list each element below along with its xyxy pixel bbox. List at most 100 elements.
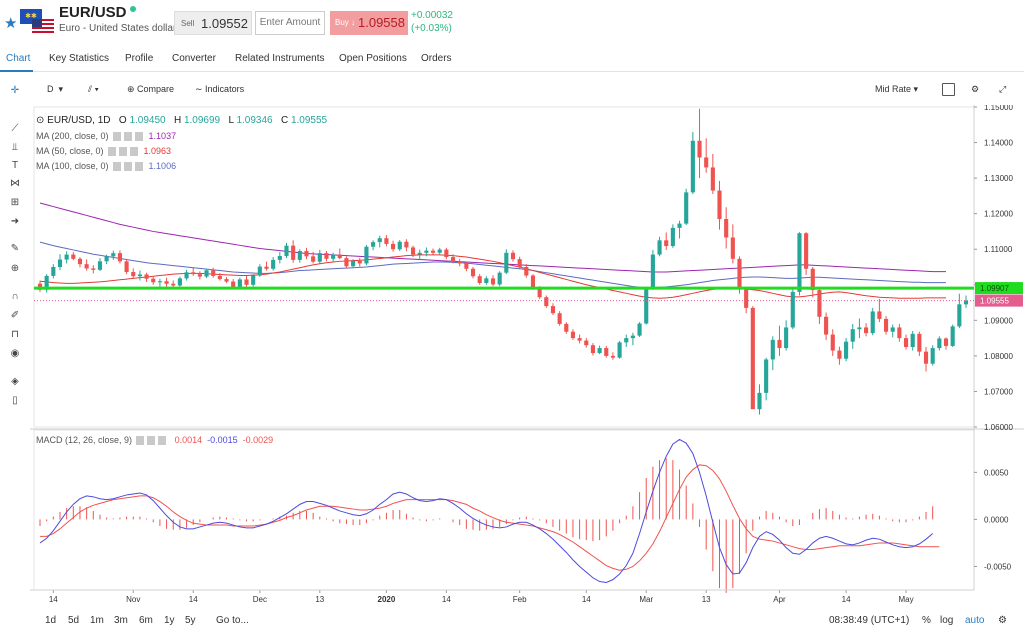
macd-signal-line bbox=[40, 464, 940, 571]
range-5d[interactable]: 5d bbox=[68, 615, 80, 626]
back-arrow-icon[interactable]: ➜ bbox=[10, 216, 20, 227]
ma100-controls[interactable] bbox=[112, 162, 145, 172]
percent-toggle[interactable]: % bbox=[922, 615, 931, 626]
sell-price: 1.09552 bbox=[201, 16, 248, 31]
fullscreen-box-icon[interactable] bbox=[942, 83, 955, 96]
go-to-button[interactable]: Go to... bbox=[216, 615, 249, 626]
eye-icon[interactable]: ◉ bbox=[10, 348, 20, 359]
candle-body bbox=[750, 307, 755, 410]
candle-body bbox=[883, 318, 889, 332]
candle-body bbox=[510, 252, 516, 260]
candle-body bbox=[337, 254, 342, 259]
lock-icon[interactable]: ⊓ bbox=[11, 329, 19, 340]
candle-body bbox=[644, 287, 649, 324]
candle-body bbox=[64, 254, 69, 260]
chart-type-select[interactable]: ⫽ ▾ bbox=[88, 84, 99, 94]
ma200-controls[interactable] bbox=[112, 132, 145, 142]
expand-icon[interactable]: ⤢ bbox=[999, 84, 1007, 94]
candle-body bbox=[477, 276, 482, 283]
time-tick-label: 14 bbox=[189, 595, 198, 604]
compare-button[interactable]: ⊕ Compare bbox=[127, 84, 174, 95]
amount-input[interactable]: Enter Amount bbox=[255, 11, 325, 35]
time-tick-label: Dec bbox=[253, 595, 267, 604]
range-5y[interactable]: 5y bbox=[185, 615, 196, 626]
tab-orders[interactable]: Orders bbox=[421, 53, 452, 64]
instrument-header: ★ ✱✱ EUR/USD Euro - United States dollar… bbox=[0, 0, 1024, 46]
candle-body bbox=[617, 342, 622, 358]
price-mode-select[interactable]: Mid Rate ▾ bbox=[875, 84, 919, 94]
candle-body bbox=[231, 281, 236, 287]
macd-line bbox=[39, 438, 934, 583]
candle-body bbox=[624, 338, 629, 343]
time-tick-label: 14 bbox=[582, 595, 591, 604]
text-tool-icon[interactable]: T bbox=[11, 160, 19, 171]
tab-open-positions[interactable]: Open Positions bbox=[339, 53, 407, 64]
candle-body bbox=[131, 271, 136, 277]
tab-related-instruments[interactable]: Related Instruments bbox=[235, 53, 325, 64]
candle-body bbox=[51, 267, 56, 276]
currency-flags: ✱✱ bbox=[20, 9, 56, 35]
candle-body bbox=[570, 331, 576, 339]
candle-body bbox=[111, 253, 116, 257]
candle-body bbox=[810, 268, 815, 291]
buy-button[interactable]: Buy ↓ 1.09558 bbox=[330, 11, 408, 35]
candle-body bbox=[217, 275, 222, 280]
star-icon[interactable]: ★ bbox=[4, 15, 18, 32]
sell-button[interactable]: Sell 1.09552 bbox=[174, 11, 252, 35]
settings-gear-icon[interactable]: ⚙ bbox=[971, 84, 980, 94]
tab-converter[interactable]: Converter bbox=[172, 53, 216, 64]
candle-body bbox=[311, 256, 316, 262]
candle-body bbox=[784, 327, 789, 349]
pattern-icon[interactable]: ⋈ bbox=[10, 178, 20, 189]
tab-profile[interactable]: Profile bbox=[125, 53, 154, 64]
range-3m[interactable]: 3m bbox=[114, 615, 128, 626]
range-1d[interactable]: 1d bbox=[45, 615, 57, 626]
ruler-icon[interactable]: ✎ bbox=[10, 243, 20, 254]
log-toggle[interactable]: log bbox=[940, 615, 954, 626]
auto-toggle[interactable]: auto bbox=[965, 615, 985, 626]
time-tick-label: May bbox=[898, 595, 913, 604]
candle-body bbox=[97, 261, 103, 270]
trash-icon[interactable]: ▯ bbox=[12, 395, 18, 406]
macd-controls[interactable] bbox=[136, 436, 169, 446]
candle-body bbox=[457, 261, 462, 264]
layers-icon[interactable]: ◈ bbox=[11, 376, 19, 387]
ma50-controls[interactable] bbox=[107, 147, 140, 157]
macd-pane-frame bbox=[33, 429, 975, 591]
candle-body bbox=[244, 279, 249, 285]
hline-price-label: 1.09907 bbox=[980, 284, 1009, 293]
candle-body bbox=[730, 237, 735, 259]
tab-chart[interactable]: Chart bbox=[6, 53, 31, 64]
magnet-icon[interactable]: ∩ bbox=[11, 291, 19, 302]
range-1m[interactable]: 1m bbox=[90, 615, 104, 626]
fib-icon[interactable]: ⊞ bbox=[10, 197, 20, 208]
candle-body bbox=[790, 291, 795, 328]
chart-settings-icon[interactable]: ⚙ bbox=[998, 615, 1007, 626]
crosshair-icon[interactable]: ✛ bbox=[10, 85, 20, 96]
range-1y[interactable]: 1y bbox=[164, 615, 175, 626]
candle-body bbox=[397, 241, 402, 250]
candle-body bbox=[211, 270, 216, 276]
candle-body bbox=[930, 348, 935, 364]
zoom-icon[interactable]: ⊕ bbox=[10, 263, 20, 274]
candle-body bbox=[830, 334, 835, 351]
candle-body bbox=[410, 247, 416, 255]
trend-line-icon[interactable]: ⟋ bbox=[11, 123, 19, 134]
pitchfork-icon[interactable]: ⫫ bbox=[12, 142, 18, 153]
candle-body bbox=[504, 252, 509, 273]
candle-body bbox=[417, 252, 422, 255]
tab-key-statistics[interactable]: Key Statistics bbox=[49, 53, 110, 64]
indicators-button[interactable]: ∼ Indicators bbox=[195, 84, 244, 95]
price-chart[interactable]: 1.15000 1.14000 1.13000 1.12000 1.11000 1.100… bbox=[30, 105, 1024, 607]
candle-body bbox=[257, 266, 262, 276]
lock-drawings-icon[interactable]: ✐ bbox=[10, 310, 20, 321]
interval-select[interactable]: D ▾ bbox=[47, 84, 64, 94]
macd-legend: MACD (12, 26, close, 9) 0.0014 -0.0015 -… bbox=[36, 435, 273, 446]
active-tab-underline bbox=[0, 70, 33, 72]
candle-body bbox=[524, 267, 529, 276]
candle-body bbox=[544, 297, 549, 307]
candle-body bbox=[937, 338, 942, 349]
legend-toggle-icon[interactable]: ⊙ bbox=[36, 115, 45, 126]
range-6m[interactable]: 6m bbox=[139, 615, 153, 626]
candle-body bbox=[484, 278, 489, 283]
